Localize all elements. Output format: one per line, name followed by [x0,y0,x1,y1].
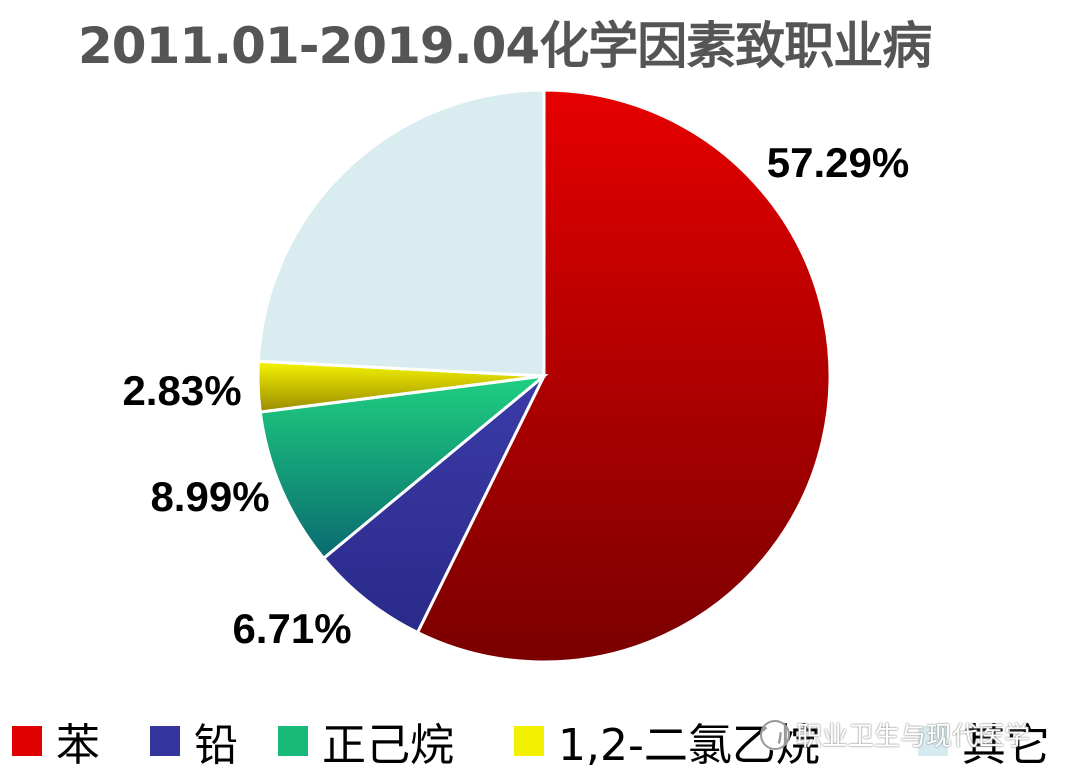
watermark-text: 职业卫生与现代医学 [796,722,1031,752]
pie-chart: 57.29% 6.71% 8.99% 2.83% [122,88,909,664]
legend-item-benzene: 苯 [12,706,100,776]
slice-label-1: 6.71% [232,605,351,652]
legend-swatch [918,726,948,756]
legend-swatch [12,726,42,756]
slice-label-0: 57.29% [767,139,909,186]
legend-item-other: 其它 [918,706,1050,776]
pie-slice-4 [256,88,546,378]
legend-label: 其它 [962,720,1050,771]
pie-slices [256,88,832,664]
wechat-icon [760,719,790,750]
legend-item-hexane: 正己烷 [278,706,454,776]
legend-swatch [150,726,180,756]
slice-label-2: 8.99% [150,473,269,520]
pie-slice-0 [415,88,832,664]
legend-label: 正己烷 [322,720,454,771]
chart-title: 2011.01-2019.04化学因素致职业病 [78,17,932,75]
slice-label-3: 2.83% [122,367,241,414]
legend-item-lead: 铅 [150,706,238,776]
pie-labels: 57.29% 6.71% 8.99% 2.83% [122,139,909,652]
legend-label: 铅 [194,720,238,771]
pie-slice-2 [258,373,549,561]
legend-label: 苯 [56,720,100,771]
pie-slice-1 [321,374,546,635]
legend-swatch [278,726,308,756]
watermark: 职业卫生与现代医学 [760,716,1030,753]
legend-swatch [514,726,544,756]
